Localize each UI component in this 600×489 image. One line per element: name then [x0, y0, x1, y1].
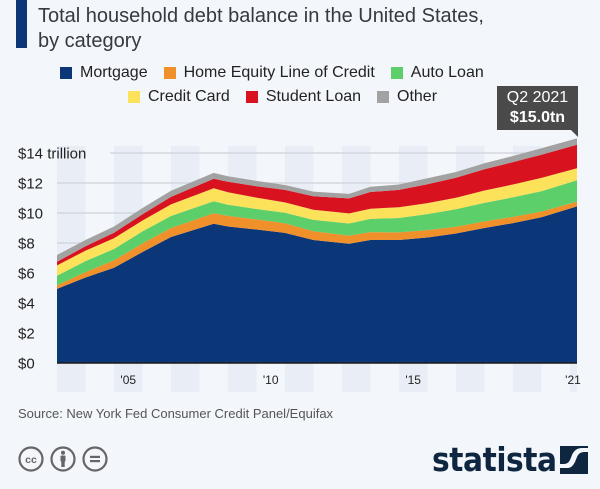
legend-swatch-auto-loan [390, 67, 403, 79]
area-home-equity-line-of-credit[interactable] [57, 201, 577, 289]
chart-plot: $0 $2 $4 $6 $8 $10 $12 $14 trillion '05 '10 '15 '2… [18, 138, 582, 387]
y-tick-label: $0 [18, 356, 35, 373]
tooltip-pointer [571, 130, 578, 137]
statista-logo[interactable]: statista [432, 440, 589, 479]
legend-item-auto-loan[interactable]: Auto Loan [390, 64, 484, 82]
legend-label: Auto Loan [410, 64, 484, 81]
area-other[interactable] [57, 138, 577, 262]
legend-item-heloc[interactable]: Home Equity Line of Credit [163, 64, 375, 82]
legend-row-1: Mortgage Home Equity Line of Credit Auto… [60, 64, 500, 82]
chart-title: Total household debt balance in the Unit… [38, 4, 484, 54]
cc-icon[interactable]: cc [18, 446, 44, 472]
area-student-loan[interactable] [57, 144, 577, 266]
y-tick-label: $6 [18, 266, 35, 283]
x-tick-label: '15 [405, 373, 421, 387]
legend-item-mortgage[interactable]: Mortgage [60, 64, 148, 82]
legend-label: Mortgage [80, 64, 148, 81]
area-mortgage[interactable] [57, 206, 577, 363]
logo-text: statista [432, 440, 557, 479]
x-tick-label: '05 [120, 373, 136, 387]
statista-mark-icon [560, 445, 589, 474]
y-tick-label: $2 [18, 326, 35, 343]
y-tick-label: $4 [18, 296, 35, 313]
legend-swatch-credit-card [128, 91, 140, 103]
tooltip-value: $15.0tn [509, 109, 566, 126]
source-note: Source: New York Fed Consumer Credit Pan… [18, 406, 334, 421]
by-icon[interactable] [50, 446, 76, 472]
legend-item-other[interactable]: Other [377, 88, 437, 106]
svg-text:cc: cc [25, 454, 37, 466]
legend-swatch-mortgage [60, 67, 72, 79]
y-tick-label: $14 trillion [18, 146, 86, 163]
legend-swatch-student-loan [245, 91, 258, 103]
license-icons[interactable]: cc [18, 446, 108, 472]
x-tick-label: '10 [263, 373, 279, 387]
legend-label: Home Equity Line of Credit [183, 64, 375, 81]
y-tick-label: $8 [18, 236, 35, 253]
legend-label: Student Loan [265, 88, 362, 105]
y-axis: $0 $2 $4 $6 $8 $10 $12 $14 trillion [18, 146, 86, 373]
legend-label: Credit Card [148, 88, 230, 105]
legend-row-2: Credit Card Student Loan Other [128, 88, 453, 106]
y-tick-label: $10 [18, 206, 43, 223]
stacked-areas[interactable] [57, 138, 577, 363]
x-tick-label: '21 [565, 373, 581, 387]
legend-swatch-other [377, 91, 390, 103]
tooltip-period: Q2 2021 [506, 89, 569, 106]
chart-title-line1: Total household debt balance in the Unit… [38, 5, 484, 27]
title-accent-bar [16, 0, 27, 48]
chart-title-line2: by category [38, 30, 142, 52]
legend-label: Other [397, 88, 438, 105]
legend-item-student-loan[interactable]: Student Loan [245, 88, 362, 106]
legend-swatch-heloc [163, 67, 176, 79]
legend-item-credit-card[interactable]: Credit Card [128, 88, 230, 106]
y-tick-label: $12 [18, 176, 43, 193]
area-auto-loan[interactable] [57, 180, 577, 286]
value-tooltip: Q2 2021 $15.0tn [497, 86, 578, 130]
nd-icon[interactable] [82, 446, 108, 472]
x-axis: '05 '10 '15 '21 [57, 362, 581, 387]
